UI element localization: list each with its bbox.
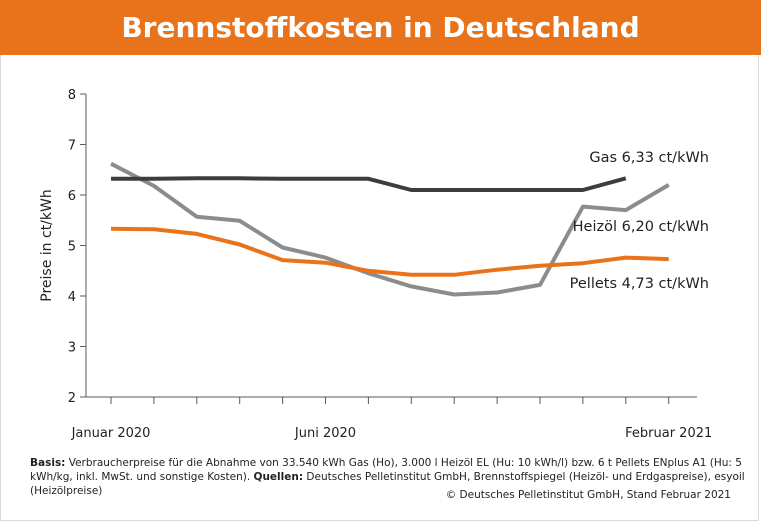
series-line-pellets — [110, 226, 669, 277]
y-axis-title: Preise in ct/kWh — [39, 189, 55, 301]
y-tick-label: 3 — [68, 341, 76, 356]
copyright-note: © Deutsches Pelletinstitut GmbH, Stand F… — [445, 489, 731, 501]
title-banner: Brennstoffkosten in Deutschland — [0, 0, 761, 55]
x-tick-label: Februar 2021 — [625, 426, 712, 441]
y-tick-label: 8 — [68, 88, 76, 103]
pellets-label: Pellets 4,73 ct/kWh — [570, 276, 709, 292]
basis-text: Verbraucherpreise für die Abnahme von 33… — [30, 457, 742, 483]
series-line-gas — [111, 176, 627, 192]
sources-text: Deutsches Pelletinstitut GmbH, Brennstof… — [30, 471, 745, 497]
basis-label: Basis: — [30, 457, 66, 469]
sources-label: Quellen: — [253, 471, 304, 483]
x-tick-label: Januar 2020 — [71, 426, 151, 441]
y-tick-label: 6 — [68, 189, 76, 204]
gas-label: Gas 6,33 ct/kWh — [589, 150, 709, 166]
x-tick-label: Juni 2020 — [294, 426, 356, 441]
chart-title: Brennstoffkosten in Deutschland — [121, 11, 640, 44]
y-tick-label: 7 — [68, 139, 76, 154]
axes: 2 3 4 5 6 7 8 Januar 2020 Juni 2020 Februar 2021 P… — [39, 88, 712, 441]
line-chart: 2 3 4 5 6 7 8 Januar 2020 Juni 2020 Februar 2021 P… — [39, 88, 712, 441]
series-labels: Gas 6,33 ct/kWh Heizöl 6,20 ct/kWh Pellets… — [570, 150, 709, 292]
heating-oil-label: Heizöl 6,20 ct/kWh — [573, 219, 709, 235]
series-lines — [110, 161, 670, 297]
y-tick-label: 5 — [68, 240, 76, 255]
y-tick-label: 2 — [68, 391, 76, 406]
footer-notes: Basis: Verbraucherpreise für die Abnahme… — [30, 456, 745, 498]
y-tick-label: 4 — [68, 290, 76, 305]
series-line-heating-oil — [110, 161, 670, 297]
